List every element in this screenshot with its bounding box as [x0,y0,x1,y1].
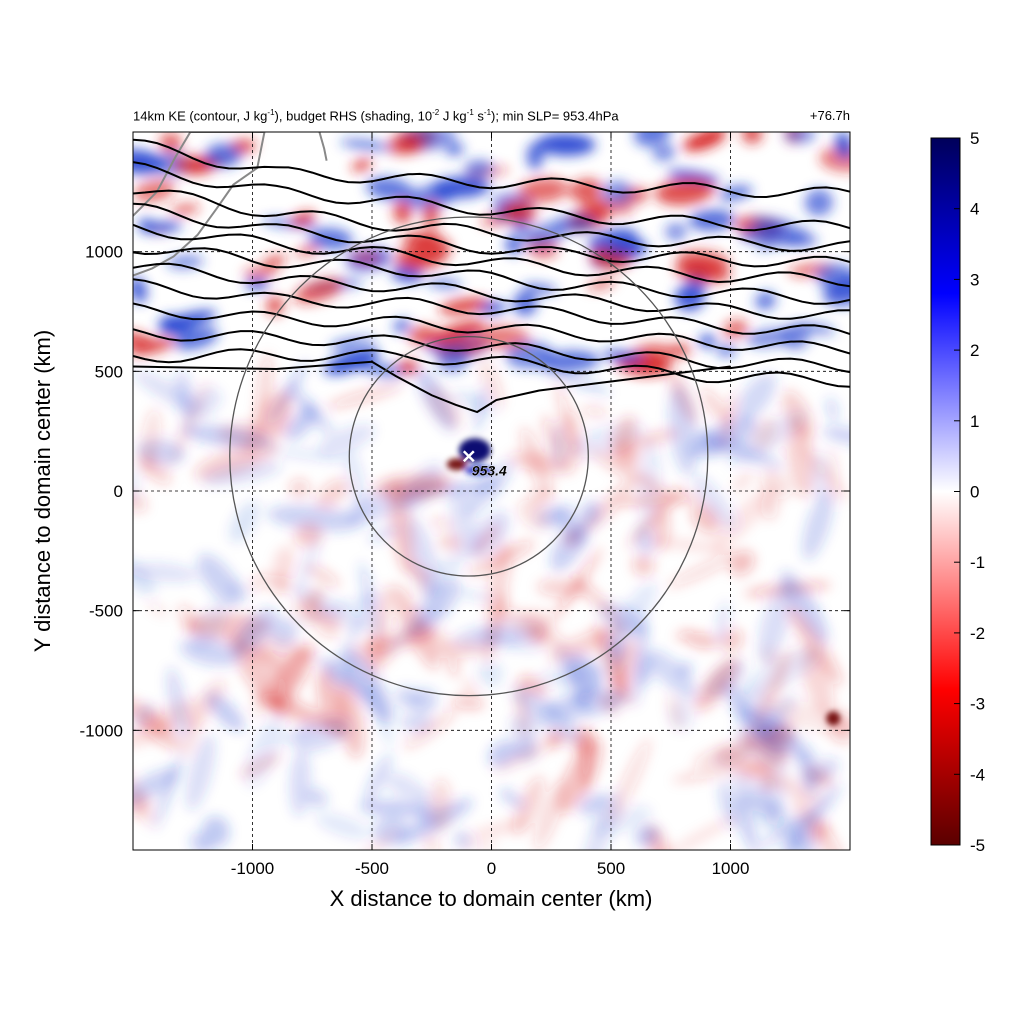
x-axis-label: X distance to domain center (km) [330,886,653,911]
x-tick-label: -1000 [231,859,274,878]
y-tick-label: 0 [114,482,123,501]
range-rings [229,216,709,697]
colorbar-tick-label: 3 [970,270,979,289]
ke-contour-line [133,247,850,305]
y-axis-ticks: -1000 -500 0 500 1000 [80,243,850,740]
y-tick-label: -1000 [80,721,123,740]
colorbar-tick-label: -1 [970,553,985,572]
time-label: +76.7h [809,108,850,123]
colorbar-tick-label: -2 [970,624,985,643]
coastline [133,132,328,277]
y-tick-label: -500 [89,602,123,621]
ke-contour-line [133,302,850,355]
coastline-path [133,132,266,277]
colorbar-tick-label: -3 [970,695,985,714]
plot-area: 953.4 [133,132,850,850]
chart-title: 14km KE (contour, J kg-1), budget RHS (s… [133,108,619,124]
colorbar-tick-label: 1 [970,412,979,431]
ke-contour-line [133,138,850,199]
range-ring [229,216,709,697]
min-slp-label: 953.4 [472,462,507,478]
ke-contour-line [133,278,850,335]
storm-center: 953.4 [462,450,507,479]
center-x-marker [462,450,475,463]
ke-contour-line [133,360,731,414]
colorbar-tick-label: 5 [970,129,979,148]
ke-contour-line [133,189,850,252]
x-tick-label: 1000 [712,859,750,878]
coastline-path [318,132,328,161]
ke-contour-line [133,202,850,268]
x-tick-label: -500 [355,859,389,878]
y-tick-label: 500 [95,362,123,381]
colorbar-tick-label: 0 [970,483,979,502]
ke-contours [133,138,850,414]
x-tick-label: 500 [597,859,625,878]
y-axis-label: Y distance to domain center (km) [30,330,55,652]
x-tick-label: 0 [487,859,496,878]
rhs-shading [133,132,850,850]
colorbar-tick-label: 2 [970,341,979,360]
ke-contour-line [133,262,850,320]
colorbar-tick-label: -4 [970,765,985,784]
y-tick-label: 1000 [85,243,123,262]
ke-contour-line [133,223,850,288]
ke-contour-line [133,161,850,232]
x-axis-ticks: -1000 -500 0 500 1000 [231,132,750,878]
colorbar-ticks: 5 4 3 2 1 0 -1 -2 -3 -4 -5 [954,129,985,855]
ke-contour-line [133,348,850,388]
colorbar-tick-label: 4 [970,200,979,219]
ke-contour-line [133,328,850,374]
colorbar-tick-label: -5 [970,836,985,855]
range-ring [348,335,589,577]
